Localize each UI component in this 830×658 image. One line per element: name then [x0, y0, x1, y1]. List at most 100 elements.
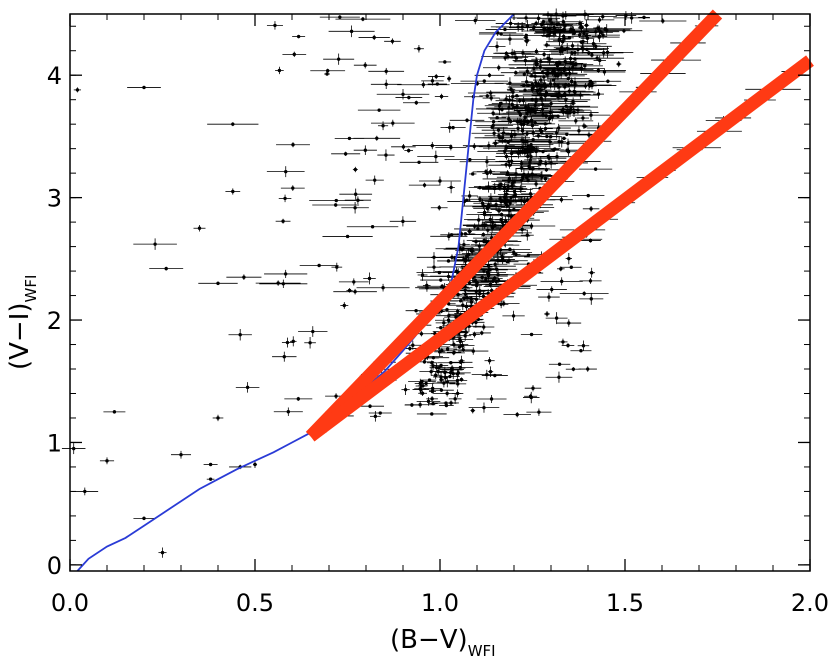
point-marker [501, 131, 506, 135]
point-marker [583, 84, 588, 88]
data-point [492, 140, 524, 145]
data-point [412, 384, 430, 395]
point-marker [378, 411, 382, 415]
data-point [565, 105, 591, 115]
data-point [549, 11, 577, 21]
data-point [459, 377, 464, 382]
data-point [572, 27, 620, 37]
point-marker [566, 141, 570, 145]
data-point [565, 367, 581, 372]
point-marker [526, 173, 530, 177]
point-marker [534, 81, 538, 85]
point-marker [471, 172, 475, 176]
point-marker [446, 274, 451, 279]
point-marker [473, 278, 477, 283]
data-point [127, 85, 161, 90]
point-marker [642, 15, 646, 20]
data-point [207, 122, 259, 127]
point-marker [504, 198, 508, 202]
point-marker [514, 56, 519, 60]
data-point [99, 457, 115, 465]
data-point [565, 252, 572, 265]
point-marker [529, 332, 534, 337]
point-marker [347, 136, 352, 141]
point-marker [494, 279, 499, 284]
data-point [404, 148, 413, 153]
x-tick-label: 0.0 [51, 589, 89, 617]
data-point [149, 266, 184, 271]
point-marker [482, 325, 486, 329]
point-marker [552, 31, 556, 35]
data-point [447, 378, 468, 383]
point-marker [482, 239, 486, 244]
data-point [434, 93, 449, 100]
data-point [446, 335, 474, 344]
point-marker [434, 74, 438, 79]
data-point [535, 122, 556, 126]
data-point [430, 204, 448, 211]
data-point [368, 67, 405, 75]
data-point [545, 18, 558, 28]
point-marker [543, 177, 548, 181]
data-point [384, 38, 401, 45]
data-point [499, 94, 514, 104]
data-point [559, 291, 609, 296]
point-marker [407, 95, 411, 100]
point-marker [589, 113, 593, 117]
data-point [278, 194, 292, 203]
x-tick-label: 1.5 [606, 589, 644, 617]
data-point [335, 16, 391, 22]
data-point [417, 150, 455, 163]
data-point [505, 144, 539, 150]
point-marker [523, 115, 527, 119]
data-point [548, 362, 571, 366]
data-point [467, 90, 514, 96]
data-point [524, 154, 537, 166]
data-point [482, 187, 533, 192]
point-marker [485, 372, 489, 377]
data-point [459, 155, 515, 168]
data-point [460, 79, 509, 83]
data-point [467, 214, 491, 226]
point-marker [525, 69, 529, 73]
data-point [133, 238, 177, 250]
data-point [510, 56, 523, 60]
data-point [579, 292, 604, 305]
point-marker [282, 354, 286, 359]
point-marker [334, 198, 338, 203]
data-point [426, 261, 442, 273]
data-point [352, 166, 358, 173]
point-marker [422, 360, 427, 364]
point-marker [347, 288, 352, 293]
data-point [494, 104, 535, 112]
point-marker [435, 82, 440, 86]
point-marker [420, 273, 425, 277]
point-marker [467, 229, 472, 234]
data-point [272, 351, 297, 362]
point-marker [515, 412, 519, 417]
data-point [556, 319, 582, 327]
data-point [581, 46, 634, 59]
y-axis-label: (V−I)WFI [5, 275, 40, 370]
point-marker [367, 276, 372, 281]
data-point [339, 188, 373, 200]
data-point [275, 218, 291, 224]
point-marker [510, 102, 514, 107]
point-marker [425, 283, 429, 288]
point-marker [534, 99, 538, 103]
data-point [514, 21, 570, 28]
point-marker [559, 267, 563, 271]
data-point [588, 267, 596, 278]
point-marker [253, 462, 257, 467]
point-marker [605, 50, 610, 55]
point-marker [401, 219, 405, 224]
data-point [564, 58, 587, 70]
data-point [225, 188, 241, 195]
point-marker [443, 60, 447, 64]
data-point [449, 118, 485, 123]
data-point [482, 94, 500, 102]
point-marker [495, 44, 499, 49]
data-point [560, 147, 577, 156]
data-point [488, 194, 524, 206]
point-marker [579, 66, 584, 71]
